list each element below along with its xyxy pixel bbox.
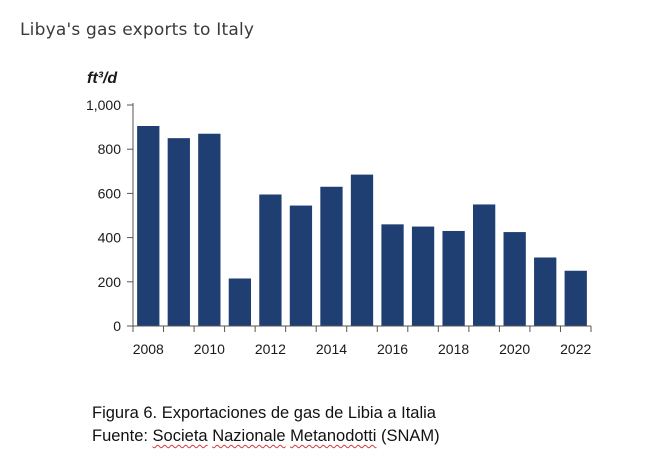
chart-title: Libya's gas exports to Italy [20,20,255,40]
bar-2019 [472,204,496,326]
source-word-1: Societa [152,427,208,445]
bar-2010 [198,133,221,326]
bar-2013 [289,205,313,326]
bar-2020 [503,232,526,326]
bars [137,126,587,326]
bar-2021 [534,257,557,326]
figure-caption: Figura 6. Exportaciones de gas de Libia … [92,404,436,422]
y-unit-label: ft³/d [87,70,118,87]
y-tick-label: 1,000 [86,97,121,113]
bar-2011 [228,278,252,326]
source-prefix: Fuente: [92,427,153,445]
x-axis: 2008 2010 2012 2014 2016 2018 2020 2022 [132,325,592,357]
x-tick-label: 2020 [499,341,530,357]
source-word-2: Nazionale [212,427,286,445]
x-tick-label: 2022 [560,341,591,357]
bar-2012 [259,194,282,326]
bar-2015 [350,174,374,326]
bar-2009 [167,138,190,326]
source-suffix: (SNAM) [376,427,440,445]
y-tick-label: 600 [98,185,122,201]
x-tick-label: 2012 [255,341,286,357]
bar-2014 [320,186,343,326]
x-tick-label: 2008 [133,341,164,357]
y-tick-label: 800 [98,141,122,157]
bar-2022 [564,270,587,326]
y-axis: 0 200 400 600 800 1,000 [86,97,134,334]
figure-source: Fuente: Societa Nazionale Metanodotti (S… [92,427,440,446]
y-tick-label: 400 [98,230,122,246]
bar-2008 [137,126,160,326]
bar-2018 [442,230,465,326]
bar-2016 [381,224,404,326]
bar-2017 [411,226,435,326]
y-tick-label: 0 [113,318,121,334]
x-tick-label: 2016 [377,341,408,357]
y-tick-label: 200 [98,274,122,290]
x-tick-label: 2010 [194,341,225,357]
x-tick-label: 2014 [316,341,347,357]
source-word-3: Metanodotti [290,427,377,445]
x-tick-label: 2018 [438,341,469,357]
